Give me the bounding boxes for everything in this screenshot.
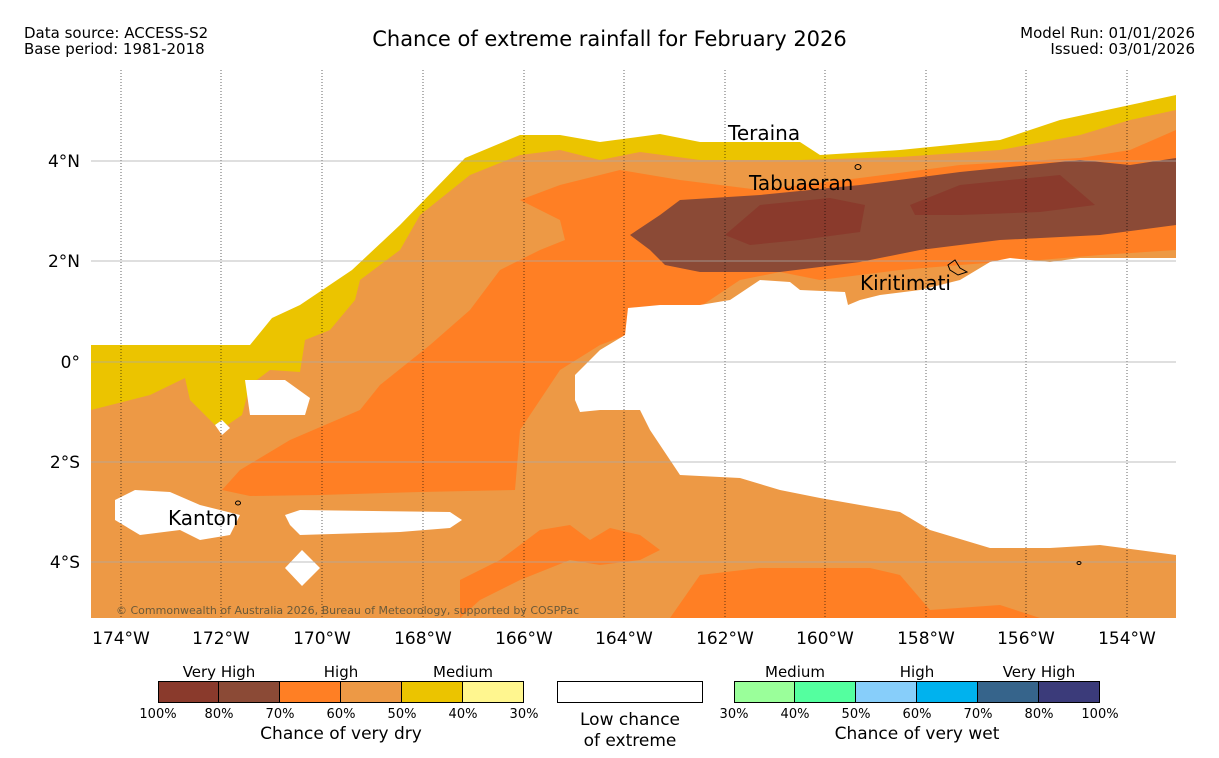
kanton-island [235, 500, 241, 506]
legend-wet-pct: 80% [1024, 707, 1054, 722]
legend-dry-swatch [463, 681, 524, 703]
lat-label: 0° [61, 353, 80, 373]
legend-wet-swatch [978, 681, 1039, 703]
lat-label: 4°N [48, 152, 80, 172]
base-period-label: Base period: 1981-2018 [24, 40, 205, 58]
lon-label: 162°W [696, 629, 754, 649]
issued-label: Issued: 03/01/2026 [1050, 40, 1195, 58]
legend-dry-pct: 80% [204, 707, 234, 722]
legend-wet-header: Very High [1002, 663, 1076, 681]
low-chance-west-4 [215, 420, 230, 435]
model-run-label: Model Run: 01/01/2026 [1020, 24, 1195, 42]
legend-dry-pct: 30% [509, 707, 539, 722]
low-chance-west-3 [285, 550, 320, 586]
legend-wet-swatch [1039, 681, 1100, 703]
lon-label: 156°W [997, 629, 1055, 649]
dry-high-region-south [460, 525, 660, 618]
lon-label: 170°W [293, 629, 351, 649]
legend-dry-pct: 40% [448, 707, 478, 722]
legend-wet-pct: 40% [780, 707, 810, 722]
longitude-gridlines [120, 70, 1128, 618]
lon-label: 154°W [1098, 629, 1156, 649]
legend-dry-pct: 100% [139, 707, 177, 722]
legend-dry-header: Very High [182, 663, 256, 681]
small-island-east [1076, 561, 1082, 565]
legend-low-swatch [557, 681, 703, 703]
legend-dry-swatch [280, 681, 341, 703]
header-right: Model Run: 01/01/2026 Issued: 03/01/2026 [1020, 25, 1195, 57]
map-title: Chance of extreme rainfall for February … [372, 27, 847, 51]
island-outlines [235, 164, 1082, 565]
dry-extreme-core [725, 198, 865, 245]
latitude-gridlines [91, 160, 1176, 563]
legend-wet-title: Chance of very wet [834, 724, 1000, 744]
legend-wet-header: Medium [765, 663, 825, 681]
legend-dry-header: High [323, 663, 359, 681]
legend-low-label: Low chance of extreme [550, 710, 710, 752]
tabuaeran-island [854, 164, 862, 170]
legend-wet-swatch [856, 681, 917, 703]
legend-dry-swatch [219, 681, 280, 703]
legend-dry-swatch [341, 681, 402, 703]
legend-wet-pct: 30% [719, 707, 749, 722]
legend-wet-pct: 60% [902, 707, 932, 722]
place-tabuaeran: Tabuaeran [748, 171, 853, 195]
legend-wet-swatch [917, 681, 978, 703]
header-left: Data source: ACCESS-S2 Base period: 1981… [24, 25, 208, 57]
dry-extreme-core-east [910, 175, 1095, 215]
copyright-notice: © Commonwealth of Australia 2026, Bureau… [116, 604, 579, 617]
place-kiritimati: Kiritimati [860, 271, 951, 295]
legend-dry-swatch [158, 681, 219, 703]
lon-label: 166°W [495, 629, 553, 649]
legend-wet-swatch [795, 681, 856, 703]
legend-low-line1: Low chance [580, 710, 680, 730]
lat-label: 2°N [48, 252, 80, 272]
legend-dry-title: Chance of very dry [260, 724, 422, 744]
legend-wet-pct: 100% [1081, 707, 1119, 722]
lat-label: 4°S [50, 553, 80, 573]
legend-wet-pct: 70% [963, 707, 993, 722]
lon-label: 174°W [92, 629, 150, 649]
lat-label: 2°S [50, 453, 80, 473]
dry-high-region-southeast [670, 568, 1040, 618]
lon-label: 160°W [796, 629, 854, 649]
rainfall-map: 174°W 172°W 170°W 168°W 166°W 164°W 162°… [48, 70, 1176, 649]
low-chance-kanton [115, 490, 240, 540]
lon-label: 168°W [394, 629, 452, 649]
legend-dry-pct: 50% [387, 707, 417, 722]
place-teraina: Teraina [727, 121, 800, 145]
longitude-labels: 174°W 172°W 170°W 168°W 166°W 164°W 162°… [92, 629, 1156, 649]
lon-label: 158°W [897, 629, 955, 649]
data-source-label: Data source: ACCESS-S2 [24, 24, 209, 42]
legend-wet-pct: 50% [841, 707, 871, 722]
legend-wet-swatch [734, 681, 795, 703]
place-kanton: Kanton [168, 506, 238, 530]
legend-wet-header: High [899, 663, 935, 681]
lon-label: 164°W [595, 629, 653, 649]
latitude-labels: 4°N 2°N 0° 2°S 4°S [48, 152, 80, 573]
low-chance-west-2 [285, 510, 462, 535]
low-chance-west-1 [245, 380, 310, 415]
kiritimati-island [947, 259, 969, 276]
legend-dry-header: Medium [433, 663, 493, 681]
legend-dry-pct: 60% [326, 707, 356, 722]
legend-dry-pct: 70% [265, 707, 295, 722]
legend-dry-swatch [402, 681, 463, 703]
lon-label: 172°W [192, 629, 250, 649]
legend-low-line2: of extreme [583, 731, 677, 751]
low-chance-east [575, 258, 1176, 555]
